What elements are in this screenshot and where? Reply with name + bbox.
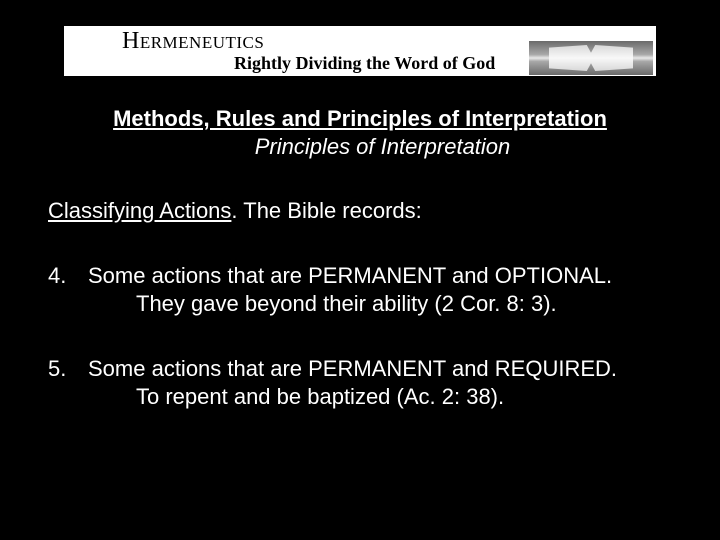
list-line1: 4.Some actions that are PERMANENT and OP… xyxy=(48,262,720,290)
list-item-4: 4.Some actions that are PERMANENT and OP… xyxy=(0,262,720,317)
list-text-1: Some actions that are PERMANENT and OPTI… xyxy=(88,263,612,288)
section-lead: Classifying Actions. The Bible records: xyxy=(0,198,720,224)
list-number: 5. xyxy=(48,355,88,383)
list-line1: 5.Some actions that are PERMANENT and RE… xyxy=(48,355,720,383)
list-number: 4. xyxy=(48,262,88,290)
slide-subheading: Principles of Interpretation xyxy=(0,134,720,160)
open-book-icon xyxy=(528,40,654,76)
list-item-5: 5.Some actions that are PERMANENT and RE… xyxy=(0,355,720,410)
list-line2: To repent and be baptized (Ac. 2: 38). xyxy=(48,383,720,411)
lead-underlined: Classifying Actions xyxy=(48,198,231,223)
list-line2: They gave beyond their ability (2 Cor. 8… xyxy=(48,290,720,318)
lead-rest: . The Bible records: xyxy=(231,198,421,223)
slide-heading: Methods, Rules and Principles of Interpr… xyxy=(0,106,720,132)
list-text-1: Some actions that are PERMANENT and REQU… xyxy=(88,356,617,381)
slide-content: Methods, Rules and Principles of Interpr… xyxy=(0,106,720,410)
